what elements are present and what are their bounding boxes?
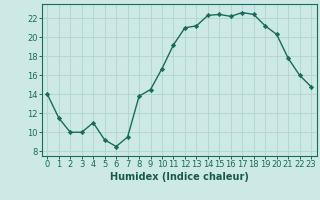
X-axis label: Humidex (Indice chaleur): Humidex (Indice chaleur) (110, 172, 249, 182)
